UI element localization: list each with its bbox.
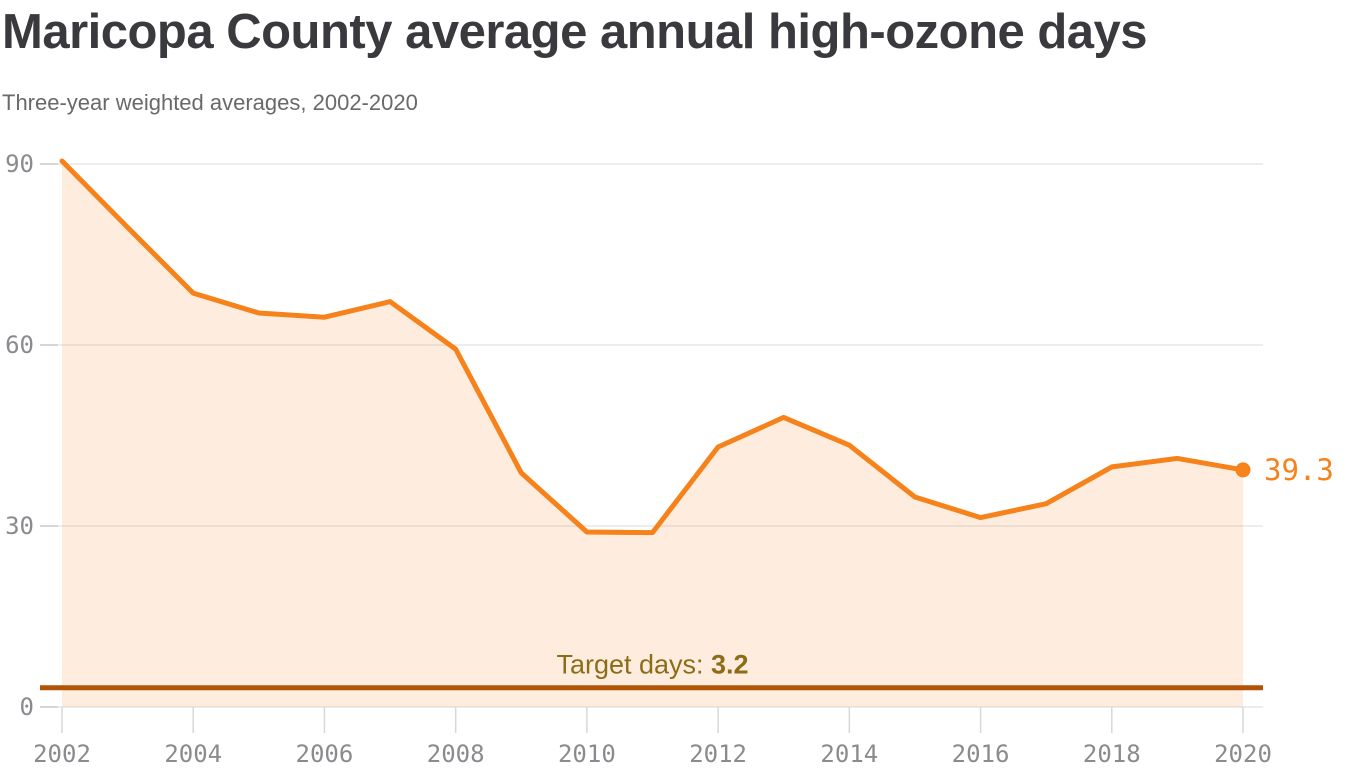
target-label: Target days: 3.2	[556, 650, 748, 680]
x-tick-label: 2020	[1214, 740, 1272, 768]
x-tick-label: 2012	[689, 740, 747, 768]
x-tick-label: 2002	[33, 740, 91, 768]
data-line	[59, 158, 1246, 536]
area-fill	[62, 161, 1243, 707]
y-tick-label: 90	[5, 150, 34, 178]
y-tick-label: 60	[5, 331, 34, 359]
x-tick-label: 2004	[164, 740, 222, 768]
x-tick-label: 2014	[820, 740, 878, 768]
page-subtitle: Three-year weighted averages, 2002-2020	[2, 90, 418, 115]
x-tick-label: 2016	[952, 740, 1010, 768]
x-tick-label: 2006	[296, 740, 354, 768]
x-tick-label: 2008	[427, 740, 485, 768]
y-tick-label: 30	[5, 512, 34, 540]
x-tick-label: 2018	[1083, 740, 1141, 768]
x-tick-label: 2010	[558, 740, 616, 768]
end-point-dot	[1235, 462, 1251, 478]
end-value-label: 39.3	[1264, 453, 1334, 487]
page-title: Maricopa County average annual high-ozon…	[2, 5, 1148, 59]
y-tick-label: 0	[20, 693, 34, 721]
